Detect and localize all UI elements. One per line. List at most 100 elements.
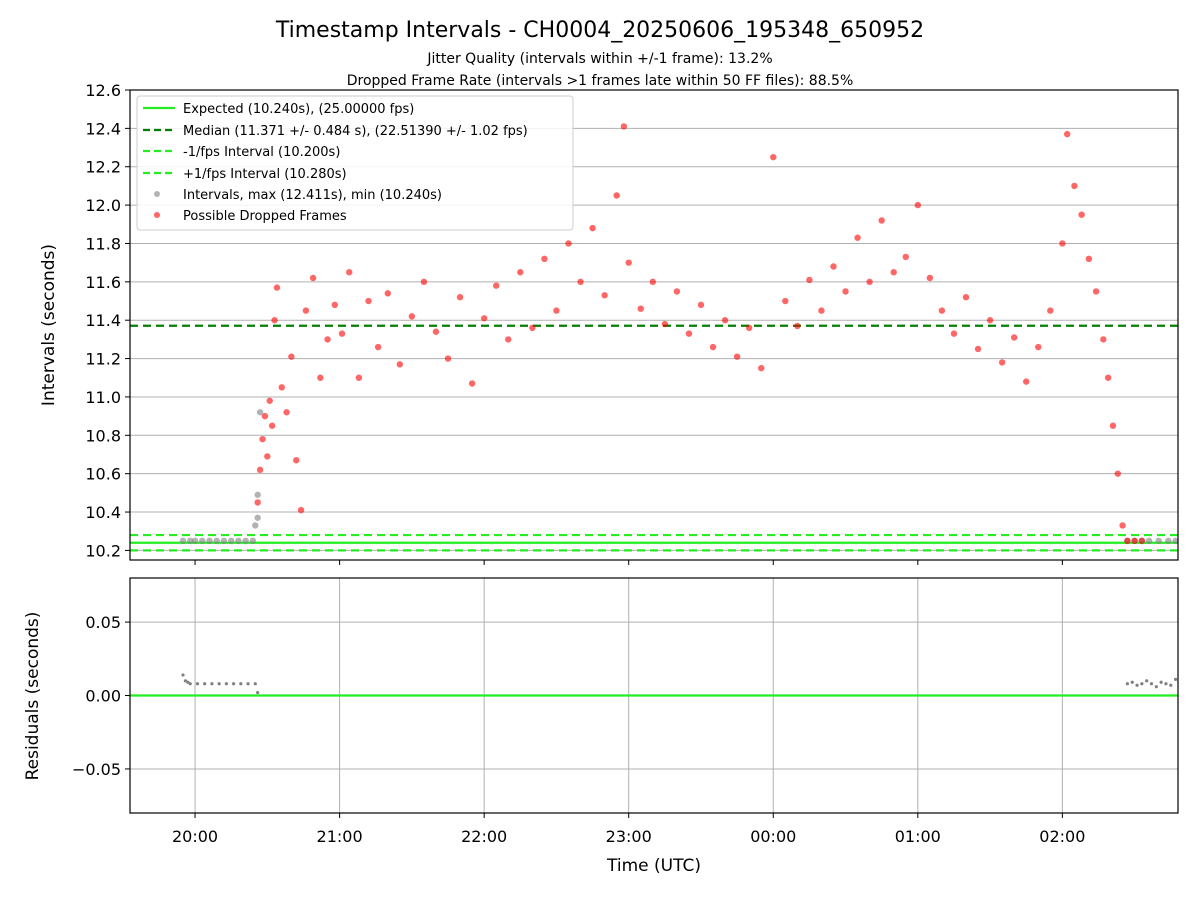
- dropped-frame-point: [661, 320, 669, 328]
- top-y-tick-label: 10.6: [85, 465, 121, 484]
- top-x-ticks: [194, 560, 1063, 565]
- legend-minus-fps-label: -1/fps Interval (10.200s): [183, 145, 340, 160]
- dropped-frame-point: [745, 324, 753, 332]
- top-scatter-points: [179, 123, 1179, 545]
- top-plot-frame: [129, 89, 1179, 561]
- dropped-frame-point: [420, 278, 428, 286]
- bottom-y-tick-label: 0.05: [85, 613, 121, 632]
- residual-point: [1145, 679, 1149, 683]
- dropped-frame-point: [721, 317, 729, 324]
- dropped-frame-point: [1059, 240, 1066, 247]
- legend: Expected (10.240s), (25.00000 fps) Media…: [136, 95, 574, 231]
- dropped-frame-point: [408, 313, 416, 320]
- residual-point: [1130, 680, 1134, 684]
- interval-point: [242, 537, 249, 545]
- dropped-frame-point: [601, 292, 608, 299]
- dropped-frame-point: [365, 297, 372, 305]
- dropped-frame-point: [733, 353, 741, 360]
- dropped-frame-point: [818, 307, 825, 314]
- interval-point: [1155, 537, 1162, 545]
- residual-point: [210, 682, 214, 686]
- interval-point: [191, 537, 199, 545]
- dropped-frame-point: [1047, 307, 1054, 314]
- residual-point: [217, 682, 221, 686]
- top-y-tick-label: 12.0: [85, 196, 121, 215]
- x-tick-label: 01:00: [895, 827, 941, 846]
- residual-point: [224, 682, 228, 686]
- dropped-frame-point: [505, 336, 512, 343]
- dropped-frame-point: [297, 506, 305, 514]
- legend-expected-label: Expected (10.240s), (25.00000 fps): [183, 102, 414, 117]
- legend-plus-fps-label: +1/fps Interval (10.280s): [183, 167, 347, 182]
- chart-title: Timestamp Intervals - CH0004_20250606_19…: [275, 18, 924, 43]
- dropped-frame-point: [1119, 522, 1126, 529]
- dropped-frame-point: [1138, 537, 1146, 545]
- dropped-frame-point: [396, 361, 404, 368]
- interval-point: [1165, 537, 1172, 545]
- legend-intervals-label: Intervals, max (12.411s), min (10.240s): [183, 188, 442, 203]
- top-y-tick-label: 12.2: [85, 158, 121, 177]
- dropped-frame-point: [902, 253, 909, 261]
- legend-median-label: Median (11.371 +/- 0.484 s), (22.51390 +…: [183, 124, 528, 139]
- dropped-frame-point: [637, 305, 644, 312]
- dropped-frame-point: [697, 301, 705, 309]
- dropped-frame-point: [1100, 336, 1107, 343]
- residual-point: [183, 679, 188, 683]
- dropped-frame-point: [1124, 537, 1131, 545]
- dropped-frame-point: [673, 288, 681, 295]
- residual-point: [1169, 683, 1173, 687]
- dropped-frame-point: [613, 192, 620, 199]
- dropped-frame-point: [1023, 378, 1030, 385]
- dropped-frame-point: [384, 290, 391, 297]
- x-tick-label: 02:00: [1039, 827, 1085, 846]
- dropped-frame-point: [1071, 182, 1078, 190]
- residual-point: [195, 682, 200, 686]
- legend-box: [136, 95, 574, 231]
- residual-point: [1140, 682, 1144, 686]
- interval-point: [254, 514, 261, 521]
- interval-point: [187, 537, 194, 545]
- dropped-frame-point: [541, 255, 548, 263]
- dropped-frame-point: [1035, 343, 1042, 351]
- residual-point: [1149, 682, 1154, 686]
- interval-point: [1145, 537, 1153, 545]
- dropped-frame-point: [758, 364, 765, 372]
- residual-point: [203, 682, 207, 686]
- dropped-frame-point: [254, 499, 261, 506]
- dropped-frame-point: [517, 269, 524, 276]
- dropped-frame-point: [794, 322, 801, 330]
- dropped-frame-point: [1085, 255, 1093, 263]
- dropped-frame-point: [620, 123, 628, 130]
- residual-point: [1164, 682, 1168, 686]
- dropped-frame-point: [293, 457, 300, 464]
- dropped-frame-point: [974, 345, 982, 353]
- interval-point: [1172, 537, 1179, 545]
- chart-subtitle-jitter: Jitter Quality (intervals within +/-1 fr…: [426, 51, 772, 67]
- interval-point: [252, 522, 259, 529]
- dropped-frame-point: [565, 240, 572, 247]
- dropped-frame-point: [962, 293, 970, 301]
- residual-point: [231, 682, 236, 686]
- dropped-frame-point: [1092, 288, 1100, 295]
- dropped-frame-point: [324, 336, 331, 343]
- dropped-frame-point: [271, 317, 278, 324]
- dropped-frame-point: [331, 301, 338, 309]
- dropped-frame-point: [709, 343, 717, 351]
- dropped-frame-point: [998, 359, 1006, 366]
- dropped-frame-point: [1063, 130, 1071, 138]
- legend-dropped-label: Possible Dropped Frames: [183, 209, 347, 224]
- residual-point: [246, 682, 250, 686]
- x-tick-label: 21:00: [317, 827, 363, 846]
- dropped-frame-point: [273, 284, 281, 291]
- dropped-frame-point: [259, 435, 266, 443]
- x-tick-label: 20:00: [172, 827, 218, 846]
- top-y-tick-label: 11.4: [85, 311, 121, 330]
- dropped-frame-point: [283, 409, 290, 416]
- interval-point: [256, 409, 264, 416]
- residual-point: [1135, 683, 1139, 687]
- dropped-frame-point: [577, 278, 584, 286]
- top-y-tick-label: 10.4: [85, 503, 121, 522]
- chart-subtitle-dropped: Dropped Frame Rate (intervals >1 frames …: [347, 73, 854, 89]
- dropped-frame-point: [589, 224, 596, 232]
- dropped-frame-point: [1109, 422, 1117, 429]
